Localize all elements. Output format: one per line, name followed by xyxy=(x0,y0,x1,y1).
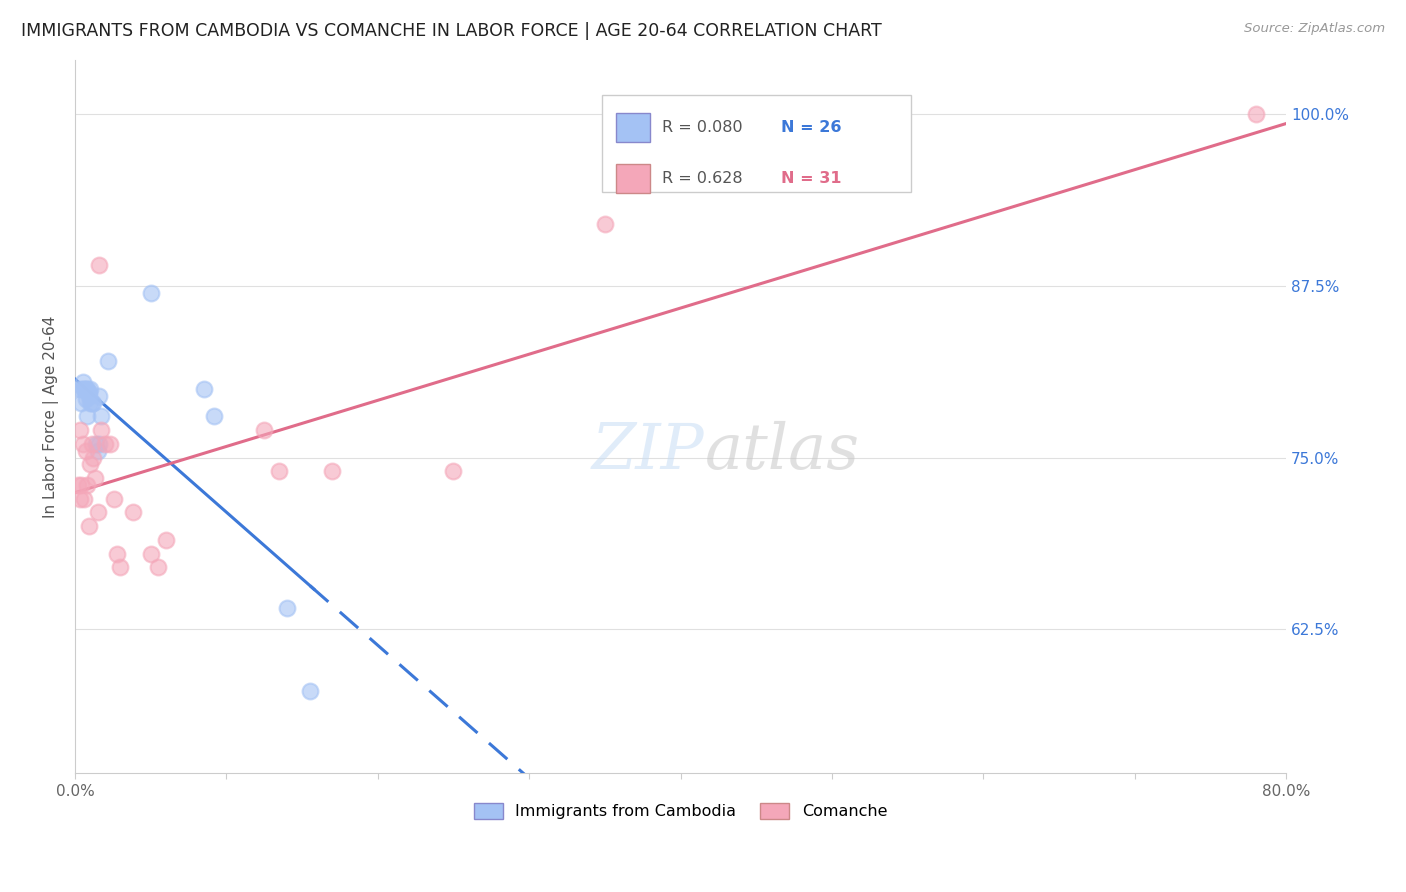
Point xyxy=(269,464,291,478)
Point xyxy=(69,382,91,396)
Point xyxy=(1244,107,1267,121)
Point xyxy=(103,491,125,506)
Point xyxy=(82,450,104,465)
Text: IMMIGRANTS FROM CAMBODIA VS COMANCHE IN LABOR FORCE | AGE 20-64 CORRELATION CHAR: IMMIGRANTS FROM CAMBODIA VS COMANCHE IN … xyxy=(21,22,882,40)
Point xyxy=(121,505,143,519)
Point xyxy=(76,409,98,424)
Point xyxy=(443,464,465,478)
Point xyxy=(155,533,177,547)
Point xyxy=(73,491,96,506)
Point xyxy=(75,382,97,396)
Point xyxy=(90,409,112,424)
Point xyxy=(110,560,132,574)
Text: N = 26: N = 26 xyxy=(780,120,842,135)
Text: R = 0.080: R = 0.080 xyxy=(662,120,742,135)
Point xyxy=(69,423,91,437)
FancyBboxPatch shape xyxy=(616,164,650,193)
Point xyxy=(70,478,93,492)
Point xyxy=(75,392,97,406)
Y-axis label: In Labor Force | Age 20-64: In Labor Force | Age 20-64 xyxy=(44,315,59,517)
Point xyxy=(298,683,321,698)
Point xyxy=(80,437,103,451)
Point xyxy=(72,382,94,396)
Point xyxy=(82,395,104,409)
Text: Source: ZipAtlas.com: Source: ZipAtlas.com xyxy=(1244,22,1385,36)
Point xyxy=(80,395,103,409)
Point xyxy=(77,384,100,399)
Point xyxy=(77,389,100,403)
Point xyxy=(77,519,100,533)
Point xyxy=(67,478,90,492)
Point xyxy=(98,437,121,451)
Text: ZIP: ZIP xyxy=(592,421,704,483)
Text: atlas: atlas xyxy=(704,421,859,483)
Point xyxy=(253,423,276,437)
Point xyxy=(321,464,343,478)
Point xyxy=(83,471,105,485)
Point xyxy=(76,382,98,396)
Point xyxy=(193,382,215,396)
Point xyxy=(76,478,98,492)
Point xyxy=(73,382,96,396)
Point xyxy=(97,354,120,368)
Point xyxy=(139,285,162,300)
Point xyxy=(72,437,94,451)
Text: N = 31: N = 31 xyxy=(780,171,842,186)
Point xyxy=(89,437,111,451)
Point xyxy=(72,375,94,389)
Point xyxy=(148,560,170,574)
Point xyxy=(89,389,111,403)
Point xyxy=(139,547,162,561)
Point xyxy=(75,443,97,458)
Point xyxy=(87,443,110,458)
Point xyxy=(593,217,616,231)
Text: R = 0.628: R = 0.628 xyxy=(662,171,742,186)
Point xyxy=(202,409,225,424)
Point xyxy=(79,395,101,409)
Point xyxy=(94,437,117,451)
Point xyxy=(276,601,298,615)
Point xyxy=(79,458,101,472)
Point xyxy=(84,437,107,451)
Point xyxy=(69,491,91,506)
Point xyxy=(89,259,111,273)
Point xyxy=(90,423,112,437)
Legend: Immigrants from Cambodia, Comanche: Immigrants from Cambodia, Comanche xyxy=(467,797,894,826)
Point xyxy=(107,547,129,561)
FancyBboxPatch shape xyxy=(602,95,911,192)
FancyBboxPatch shape xyxy=(616,113,650,142)
Point xyxy=(87,505,110,519)
Point xyxy=(79,382,101,396)
Point xyxy=(70,395,93,409)
